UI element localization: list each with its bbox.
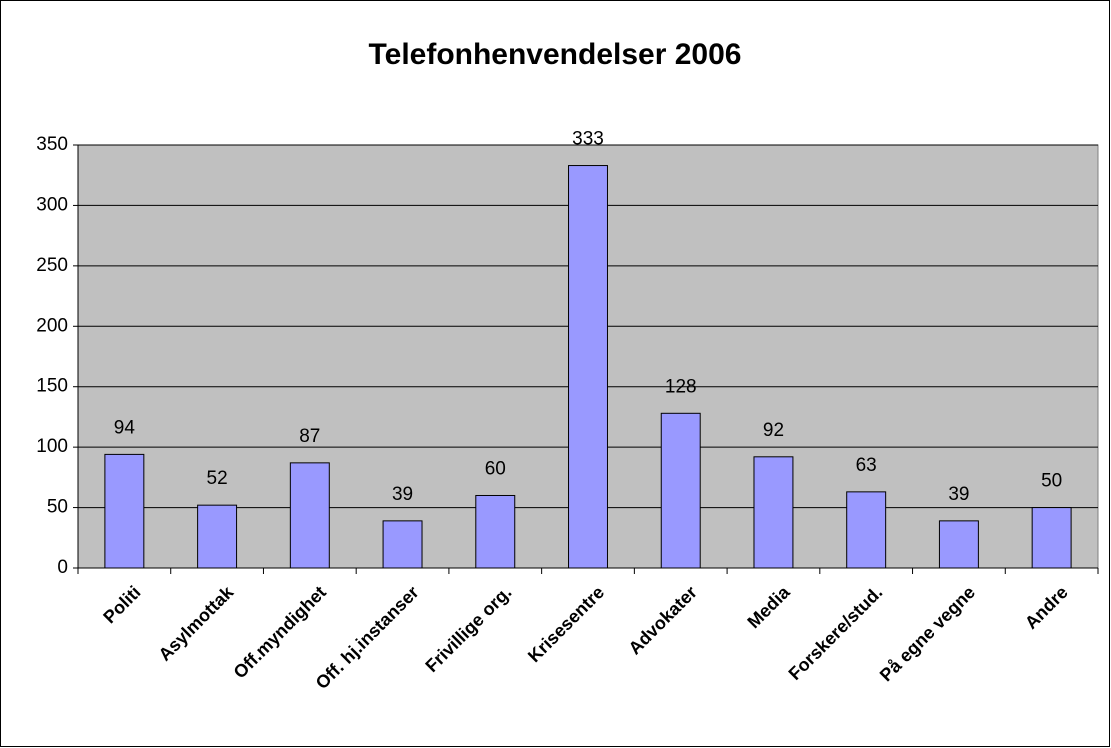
data-label: 333 (572, 129, 604, 150)
y-tick-label: 0 (57, 557, 68, 578)
bar (104, 453, 145, 569)
bar (289, 462, 330, 569)
data-label: 92 (763, 420, 784, 441)
data-label: 60 (485, 459, 506, 480)
y-tick-label: 250 (36, 255, 68, 276)
data-label: 52 (207, 468, 228, 489)
y-tick-label: 350 (36, 134, 68, 155)
y-tick-label: 50 (47, 497, 68, 518)
bar (938, 520, 979, 569)
data-label: 50 (1041, 471, 1062, 492)
chart-title: Telefonhenvendelser 2006 (369, 38, 742, 71)
bar (568, 165, 608, 569)
bar (382, 520, 423, 569)
y-tick-label: 150 (36, 376, 68, 397)
y-tick-label: 300 (36, 194, 68, 215)
bar (1031, 507, 1072, 569)
bar (753, 456, 794, 569)
data-label: 39 (948, 484, 969, 505)
data-label: 87 (299, 426, 320, 447)
data-label: 39 (392, 484, 413, 505)
data-label: 94 (114, 417, 136, 438)
bar (660, 412, 701, 569)
bar (846, 491, 887, 569)
bar (475, 494, 516, 569)
bar (197, 504, 238, 569)
y-tick-label: 100 (36, 436, 68, 457)
data-label: 63 (856, 455, 877, 476)
data-label: 128 (665, 376, 697, 397)
y-tick-label: 200 (36, 315, 68, 336)
